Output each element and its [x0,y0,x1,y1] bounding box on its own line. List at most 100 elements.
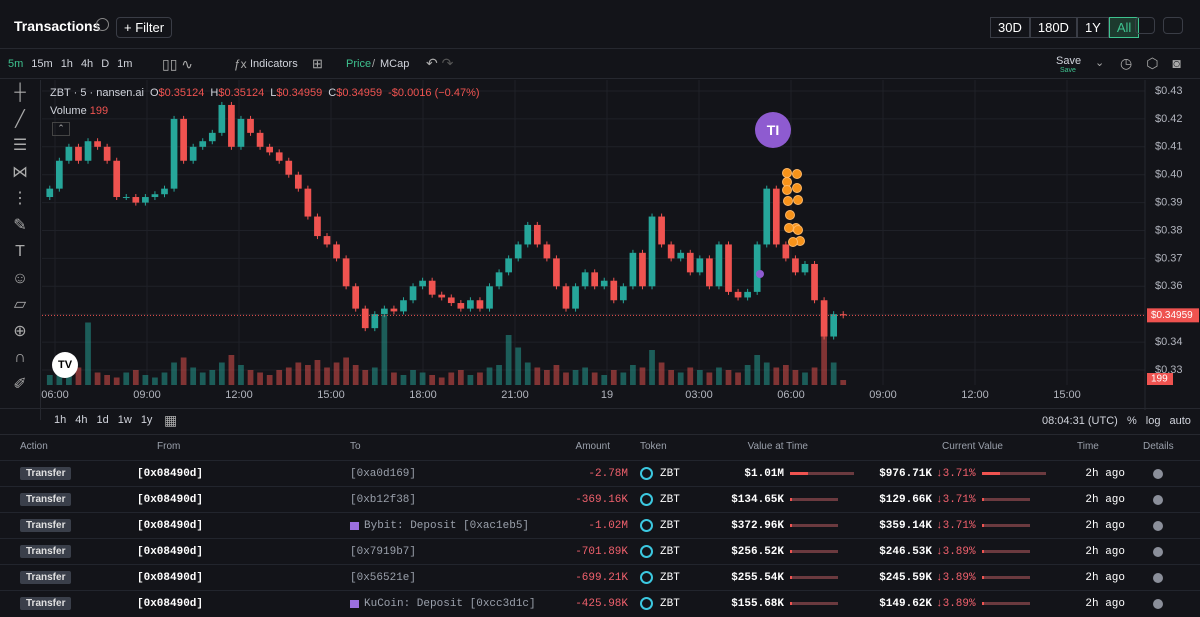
to-address[interactable]: KuCoin: Deposit [0xcc3d1c] [364,598,536,610]
drawing-tools[interactable]: ┼ ╱ ☰ ⋈ ⋮ ✎ T ☺ ▱ ⊕ ∩ ✐ [0,80,41,420]
candle-body [524,224,532,245]
range-option[interactable]: 180D [1029,17,1077,38]
details-button[interactable] [1153,521,1163,531]
undo-redo[interactable]: ↶ ↷ [426,55,454,71]
indicators[interactable]: Indicators [250,58,298,70]
range[interactable]: 1w [117,414,132,426]
divider [0,48,1200,49]
scale[interactable]: % [1127,415,1137,427]
action-badge[interactable]: Transfer [20,597,72,610]
amount: -425.98K [575,598,628,610]
save[interactable]: Save [1056,55,1082,67]
volume-bar [544,370,550,385]
range-option[interactable]: All [1108,17,1140,38]
layout-icon[interactable]: ⊞ [312,56,323,71]
range[interactable]: 1d [96,414,109,426]
fullscreen-button[interactable] [1163,17,1183,34]
tx-marker [793,195,803,205]
change: ↓3.89% [936,572,976,584]
volume-bar [66,372,72,385]
value-at-time: $134.65K [731,494,784,506]
price-toggle[interactable]: Price [346,58,372,70]
action-badge[interactable]: Transfer [20,493,72,506]
from-address[interactable]: [0x08490d] [137,494,204,506]
candle-body [486,286,493,309]
column-header[interactable]: Current Value [942,441,1003,452]
details-button[interactable] [1153,469,1163,479]
chart-type-icons[interactable]: ▯▯ ∿ [162,56,194,72]
toolbar-icons[interactable]: ◷⬡◙ [1120,55,1195,71]
interval[interactable]: 15m [31,58,53,70]
action-badge[interactable]: Transfer [20,545,72,558]
action-badge[interactable]: Transfer [20,519,72,532]
volume-bar [391,372,397,385]
to-address[interactable]: [0x56521e] [350,572,417,584]
candle-body [400,300,407,312]
column-header[interactable]: Time [1077,441,1099,452]
column-header[interactable]: Value at Time [747,441,808,452]
candle-body [591,272,599,287]
candle-body [629,252,637,287]
candle-body [438,294,446,298]
tx-marker [782,185,792,195]
interval[interactable]: 1h [60,58,73,70]
range-option[interactable]: 1Y [1076,17,1109,38]
volume-bar [735,372,741,385]
current-value: $976.71K [879,468,932,480]
from-address[interactable]: [0x08490d] [137,598,204,610]
details-button[interactable] [1153,495,1163,505]
interval[interactable]: 5m [8,58,24,70]
to-address[interactable]: [0xb12f38] [350,494,417,506]
volume-bar [811,367,818,385]
volume-bar [744,365,751,385]
volume-bar [314,360,321,385]
last-price-tag [1147,308,1199,323]
from-address[interactable]: [0x08490d] [137,546,204,558]
ohlc-value: $0.34959 [336,87,383,99]
details-button[interactable] [1153,599,1163,609]
save-menu[interactable]: ⌄ [1095,57,1105,69]
from-address[interactable]: [0x08490d] [137,520,204,532]
range[interactable]: 4h [75,414,88,426]
from-address[interactable]: [0x08490d] [137,572,204,584]
from-address[interactable]: [0x08490d] [137,468,204,480]
table-row: Transfer [0x08490d] KuCoin: Deposit [0xcc3… [0,590,1200,617]
range[interactable]: 1y [140,414,153,426]
avatar[interactable]: TI [755,112,791,148]
volume-bar [410,370,416,385]
filter-button[interactable]: + Filter [116,17,173,38]
column-header: Action [20,441,48,452]
star-button[interactable] [1135,17,1155,34]
details-button[interactable] [1153,547,1163,557]
table-row: Transfer [0x08490d] [0x7919b7] -701.89K ZBT $… [0,538,1200,565]
action-badge[interactable]: Transfer [20,571,72,584]
to-address[interactable]: [0x7919b7] [350,546,417,558]
calendar-icon[interactable]: ▦ [164,412,178,428]
to-address[interactable]: [0xa0d169] [350,468,417,480]
scale[interactable]: auto [1169,415,1191,427]
volume-bar [668,370,675,385]
collapse[interactable]: ⌃ [52,122,70,136]
range-option[interactable]: 30D [990,17,1030,38]
time: 2h ago [1085,572,1125,584]
interval[interactable]: 1m [117,58,133,70]
token-icon [640,467,653,480]
interval[interactable]: 4h [80,58,94,70]
details-button[interactable] [1153,573,1163,583]
action-badge[interactable]: Transfer [20,467,72,480]
interval[interactable]: D [101,58,110,70]
scale[interactable]: log [1145,415,1161,427]
volume-bar [639,367,646,385]
time: 2h ago [1085,494,1125,506]
volume-bar [199,372,206,385]
value-at-time: $256.52K [731,546,784,558]
candle-body [543,244,551,259]
range[interactable]: 1h [54,414,67,426]
candle-body [830,314,838,337]
tx-marker [756,270,764,278]
amount: -701.89K [575,546,628,558]
to-address[interactable]: Bybit: Deposit [0xac1eb5] [364,520,530,532]
volume-bar [782,365,789,385]
mcap-toggle[interactable]: MCap [380,58,410,70]
last-price-label: $0.34959 [1151,310,1193,321]
